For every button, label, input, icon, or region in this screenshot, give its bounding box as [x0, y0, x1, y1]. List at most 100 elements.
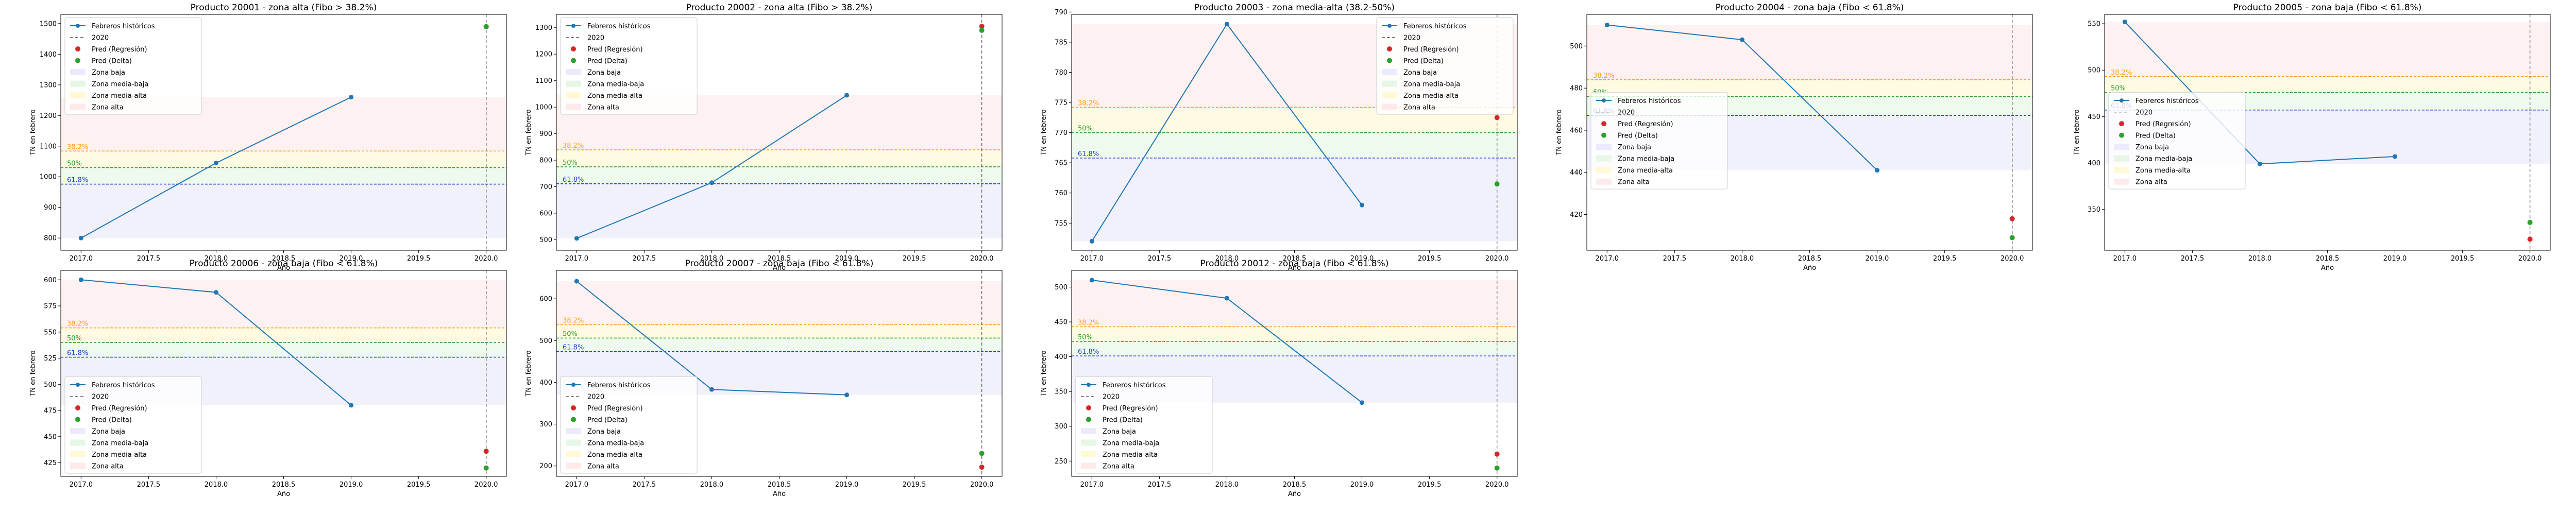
legend-label: Zona media-alta [2136, 167, 2191, 175]
y-tick-label: 500 [539, 236, 552, 244]
x-tick-label: 2017.0 [565, 255, 589, 263]
x-tick-label: 2017.5 [137, 481, 161, 489]
legend-label: Febreros históricos [587, 23, 651, 30]
legend-label: Pred (Delta) [1618, 132, 1658, 140]
subplot-8: Producto 20012 - zona baja (Fibo < 61.8%… [1040, 259, 1518, 498]
legend-label: Pred (Delta) [587, 417, 628, 424]
subplot-4: Producto 20004 - zona baja (Fibo < 61.8%… [1555, 3, 2033, 272]
legend-label: Febreros históricos [587, 382, 651, 389]
pred-regression-point [1494, 115, 1500, 121]
legend: Febreros históricos 2020 Pred (Regresión) P… [64, 17, 202, 115]
legend-swatch-historical-marker [1602, 98, 1606, 103]
zone-alta [2105, 22, 2550, 77]
x-tick-label: 2017.0 [1080, 481, 1104, 489]
legend-swatch-regression [1086, 405, 1091, 410]
y-tick-label: 600 [539, 296, 552, 303]
y-tick-label: 475 [44, 407, 57, 415]
x-axis-label: Año [773, 264, 786, 272]
x-tick-label: 2018.5 [768, 481, 791, 489]
x-axis-label: Año [277, 264, 290, 272]
y-tick-label: 400 [539, 379, 552, 387]
y-tick-label: 1300 [535, 24, 552, 32]
x-tick-label: 2018.0 [1731, 255, 1754, 263]
legend-swatch-zone [566, 451, 581, 457]
y-tick-label: 1100 [40, 143, 57, 150]
legend-swatch-historical-marker [571, 24, 575, 28]
y-tick-label: 900 [44, 204, 57, 212]
zone-media-alta [61, 328, 506, 343]
zone-baja [61, 184, 506, 238]
y-tick-label: 420 [1570, 211, 1583, 219]
x-tick-label: 2018.0 [205, 255, 228, 263]
y-tick-label: 790 [1055, 9, 1067, 16]
pred-regression-point [1494, 451, 1500, 457]
y-tick-label: 800 [539, 157, 552, 165]
legend-label: Zona baja [92, 69, 125, 77]
legend-label: Zona alta [1403, 104, 1435, 112]
subplot-title: Producto 20012 - zona baja (Fibo < 61.8%… [1200, 259, 1389, 269]
subplot-title: Producto 20006 - zona baja (Fibo < 61.8%… [190, 259, 378, 269]
zone-media-baja [556, 338, 1002, 352]
legend-swatch-historical-marker [1087, 383, 1091, 387]
legend-label: Pred (Regresión) [1403, 46, 1459, 54]
zone-media-alta [2105, 76, 2550, 93]
x-tick-label: 2018.5 [768, 255, 791, 263]
x-tick-label: 2017.5 [633, 481, 656, 489]
x-tick-label: 2018.5 [1283, 255, 1307, 263]
x-tick-label: 2019.0 [1350, 481, 1374, 489]
legend-label: Zona media-alta [92, 451, 147, 459]
legend-swatch-zone [566, 80, 581, 87]
y-axis-label: TN en febrero [525, 350, 533, 397]
y-tick-label: 575 [44, 303, 57, 311]
pred-regression-point [2009, 216, 2015, 221]
zone-media-baja [1072, 132, 1517, 158]
legend-swatch-zone [1596, 178, 1612, 185]
legend-label: Zona baja [1403, 69, 1437, 77]
fib-label: 50% [1078, 125, 1093, 133]
historical-point [1604, 22, 1609, 27]
legend-swatch-regression [571, 46, 576, 52]
fib-label: 38.2% [1593, 72, 1614, 80]
legend-label: Febreros históricos [92, 382, 155, 389]
historical-point [1089, 238, 1094, 244]
legend-label: 2020 [1618, 109, 1635, 117]
y-tick-label: 1000 [40, 174, 57, 181]
legend-swatch-zone [1382, 69, 1397, 75]
y-tick-label: 1300 [40, 81, 57, 89]
pred-regression-point [483, 449, 489, 454]
legend-swatch-zone [1596, 167, 1612, 174]
x-tick-label: 2019.5 [1418, 255, 1442, 263]
y-axis-label: TN en febrero [29, 109, 37, 156]
x-tick-label: 2017.0 [1596, 255, 1619, 263]
pred-delta-point [483, 24, 489, 29]
x-tick-label: 2018.0 [700, 255, 724, 263]
historical-point [78, 235, 83, 241]
x-tick-label: 2018.0 [1215, 255, 1239, 263]
legend-label: Febreros históricos [92, 23, 155, 30]
legend-swatch-zone [70, 104, 86, 110]
x-tick-label: 2018.0 [205, 481, 228, 489]
historical-point [709, 180, 714, 185]
pred-delta-point [1494, 181, 1500, 187]
fib-label: 38.2% [67, 320, 88, 328]
x-tick-label: 2017.5 [1148, 481, 1172, 489]
fib-label: 38.2% [67, 143, 88, 151]
y-tick-label: 525 [44, 355, 57, 363]
legend-label: Zona media-alta [1618, 167, 1673, 175]
zone-baja [1072, 158, 1517, 242]
legend-swatch-zone [1382, 92, 1397, 98]
y-tick-label: 480 [1570, 85, 1583, 93]
y-tick-label: 400 [2088, 160, 2100, 167]
subplot-5: Producto 20005 - zona baja (Fibo < 61.8%… [2073, 3, 2551, 272]
legend-swatch-zone [566, 92, 581, 98]
x-tick-label: 2019.0 [1350, 255, 1374, 263]
legend-label: Zona media-alta [587, 92, 642, 100]
y-tick-label: 1100 [535, 77, 552, 85]
y-axis-label: TN en febrero [525, 109, 533, 156]
legend-label: Febreros históricos [1403, 23, 1467, 30]
x-tick-label: 2019.0 [340, 481, 363, 489]
legend-swatch-regression [75, 405, 80, 410]
legend-label: Pred (Regresión) [1103, 405, 1158, 413]
legend-label: Zona baja [1618, 144, 1651, 151]
legend-label: Zona media-baja [587, 81, 644, 89]
